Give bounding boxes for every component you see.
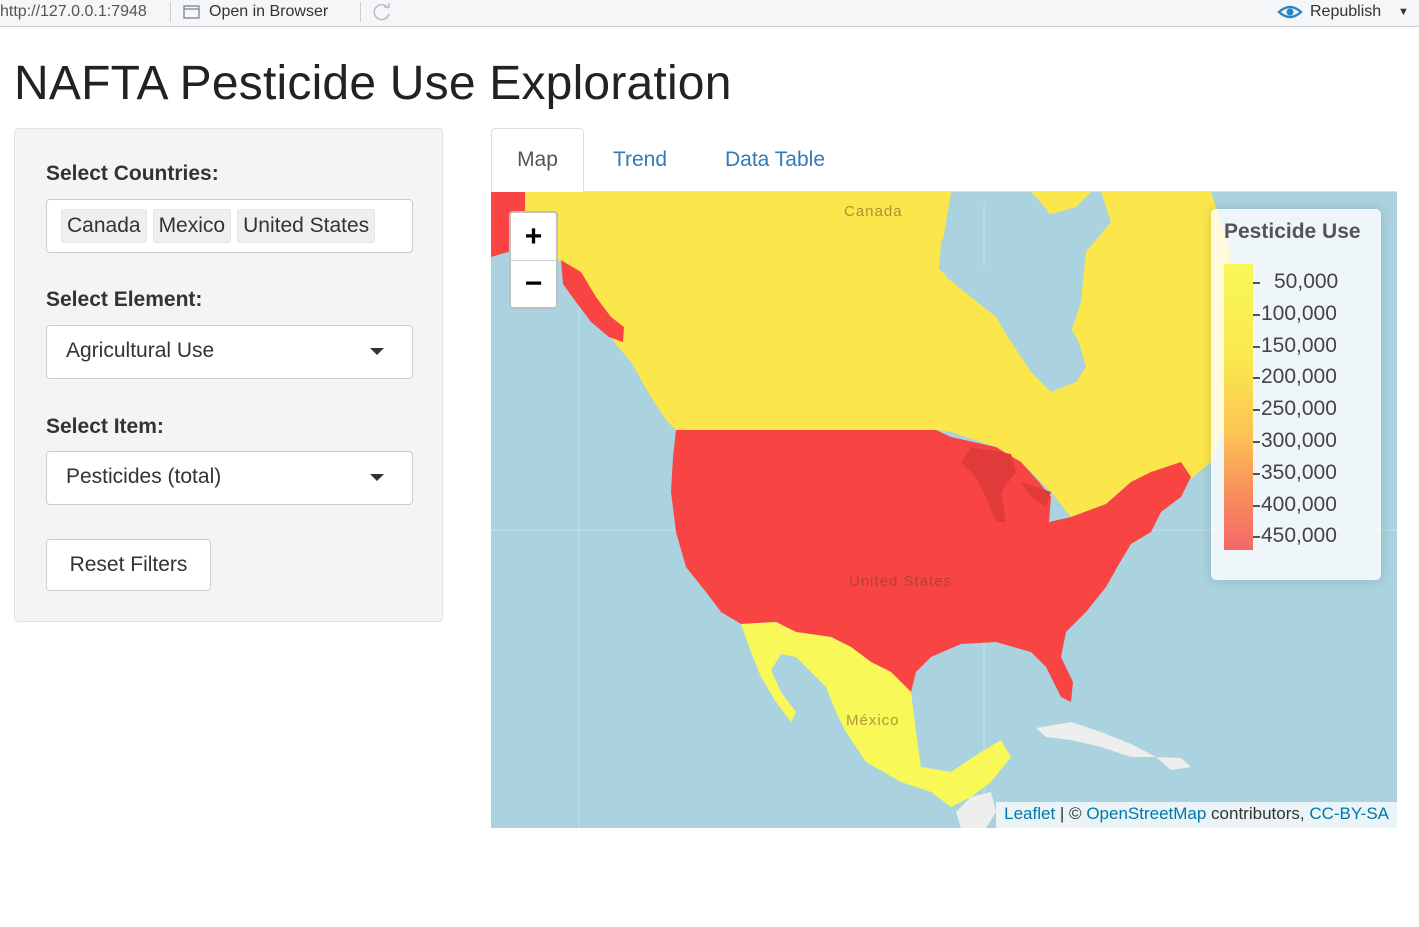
canada-island <box>1141 192 1196 217</box>
great-lakes <box>961 447 1051 522</box>
legend-tick-label: 50,000 <box>1274 270 1339 293</box>
legend-tick-label: 100,000 <box>1261 301 1337 325</box>
page-title: NAFTA Pesticide Use Exploration <box>14 57 732 110</box>
country-chip[interactable]: Mexico <box>152 209 232 243</box>
country-chip[interactable]: Canada <box>61 209 147 243</box>
map-legend: Pesticide Use 50,000 100,000 150,000 200,00… <box>1211 209 1381 580</box>
zoom-control: + − <box>509 211 558 309</box>
leaflet-link[interactable]: Leaflet <box>1004 804 1056 823</box>
legend-tick-label: 200,000 <box>1261 365 1337 389</box>
browser-window-icon <box>183 5 200 19</box>
mexico-region[interactable] <box>741 622 1011 807</box>
tab-map[interactable]: Map <box>491 128 584 192</box>
legend-tick-label: 400,000 <box>1261 492 1337 516</box>
zoom-out-button[interactable]: − <box>511 260 556 307</box>
toolbar-divider <box>170 2 171 22</box>
tab-trend[interactable]: Trend <box>612 148 668 171</box>
cuba-landmass <box>1036 722 1156 757</box>
item-selected-value: Pesticides (total) <box>66 465 222 488</box>
refresh-icon[interactable] <box>371 2 393 22</box>
tab-divider <box>491 191 1397 192</box>
country-chip[interactable]: United States <box>237 209 376 243</box>
legend-tick-mark <box>1253 313 1260 316</box>
legend-tick-mark <box>1253 409 1260 412</box>
tab-data-table[interactable]: Data Table <box>724 148 826 171</box>
attribution-contributors: contributors, <box>1206 804 1310 823</box>
chevron-down-icon <box>370 474 384 481</box>
item-select[interactable]: Pesticides (total) <box>46 451 413 505</box>
open-in-browser-button[interactable]: Open in Browser <box>183 3 328 21</box>
legend-tick-mark <box>1253 377 1260 380</box>
map-attribution: Leaflet | © OpenStreetMap contributors, … <box>996 802 1397 828</box>
item-label: Select Item: <box>46 415 164 438</box>
legend-tick-mark <box>1253 345 1260 348</box>
legend-tick-label: 150,000 <box>1261 333 1337 357</box>
canada-island <box>1046 200 1059 214</box>
element-label: Select Element: <box>46 288 203 311</box>
publish-icon <box>1277 5 1303 19</box>
legend-tick-mark <box>1253 536 1260 539</box>
legend-tick-mark <box>1253 472 1260 475</box>
legend-tick-mark <box>1253 504 1260 507</box>
legend-tick-label: 300,000 <box>1261 429 1337 452</box>
legend-tick-mark <box>1253 441 1260 443</box>
map-label-united-states: United States <box>849 573 952 590</box>
map-label-canada: Canada <box>844 203 903 220</box>
attribution-separator: | © <box>1055 804 1087 823</box>
reset-filters-button[interactable]: Reset Filters <box>46 539 211 591</box>
browser-toolbar: http://127.0.0.1:7948 Open in Browser Re… <box>0 0 1419 27</box>
open-in-browser-label: Open in Browser <box>209 3 329 20</box>
legend-color-ramp <box>1224 264 1253 550</box>
chevron-down-icon <box>370 348 384 355</box>
countries-label: Select Countries: <box>46 162 219 185</box>
hispaniola-landmass <box>1156 757 1191 770</box>
republish-label: Republish <box>1310 3 1382 20</box>
canada-region[interactable] <box>491 192 1231 517</box>
united-states-region[interactable] <box>671 430 1191 702</box>
legend-tick-mark <box>1253 282 1260 284</box>
leaflet-map[interactable]: Canada United States México + − Pesticid… <box>491 192 1397 828</box>
chevron-down-icon[interactable]: ▼ <box>1398 6 1409 18</box>
map-canvas[interactable]: Canada United States México <box>491 192 1397 828</box>
url-text: http://127.0.0.1:7948 <box>0 3 147 20</box>
zoom-in-button[interactable]: + <box>524 219 543 253</box>
filter-sidebar: Select Countries: Canada Mexico United S… <box>14 128 443 622</box>
republish-button[interactable]: Republish <box>1276 2 1381 22</box>
legend-tick-label: 450,000 <box>1261 524 1337 548</box>
element-select[interactable]: Agricultural Use <box>46 325 413 379</box>
central-america-landmass <box>956 792 996 828</box>
countries-multiselect[interactable]: Canada Mexico United States <box>46 199 413 253</box>
openstreetmap-link[interactable]: OpenStreetMap <box>1086 804 1207 823</box>
legend-tick-label: 350,000 <box>1261 460 1337 484</box>
license-link[interactable]: CC-BY-SA <box>1309 804 1389 823</box>
map-label-mexico: México <box>846 712 900 729</box>
hudson-bay <box>941 192 1086 392</box>
legend-title: Pesticide Use <box>1224 220 1361 243</box>
toolbar-divider <box>360 2 361 22</box>
element-selected-value: Agricultural Use <box>66 339 215 362</box>
legend-tick-label: 250,000 <box>1261 397 1337 421</box>
canada-island <box>1031 192 1091 214</box>
alaska-region[interactable] <box>561 260 624 342</box>
